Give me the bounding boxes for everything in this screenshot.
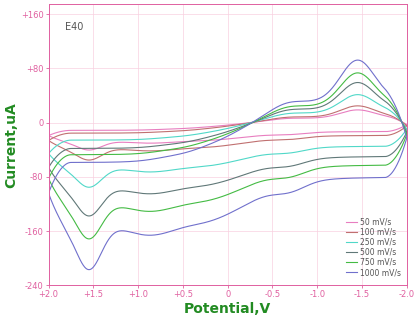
100 mV/s	[83, 131, 88, 135]
50 mV/s	[332, 113, 337, 117]
750 mV/s	[292, 104, 297, 108]
250 mV/s	[83, 138, 88, 142]
1000 mV/s	[404, 136, 409, 140]
250 mV/s	[355, 93, 360, 97]
750 mV/s	[332, 91, 337, 95]
Line: 500 mV/s: 500 mV/s	[49, 83, 407, 167]
500 mV/s	[292, 108, 297, 111]
1000 mV/s	[191, 148, 196, 152]
Line: 250 mV/s: 250 mV/s	[49, 95, 407, 154]
500 mV/s	[191, 139, 196, 142]
500 mV/s	[326, 101, 331, 105]
Text: E40: E40	[65, 22, 83, 32]
Line: 100 mV/s: 100 mV/s	[49, 106, 407, 140]
500 mV/s	[46, 165, 51, 169]
250 mV/s	[332, 104, 337, 108]
Line: 1000 mV/s: 1000 mV/s	[49, 60, 407, 193]
1000 mV/s	[292, 100, 297, 104]
Line: 50 mV/s: 50 mV/s	[49, 110, 407, 136]
750 mV/s	[326, 97, 331, 101]
100 mV/s	[332, 111, 337, 115]
Line: 750 mV/s: 750 mV/s	[49, 73, 407, 179]
1000 mV/s	[83, 160, 88, 164]
250 mV/s	[292, 111, 297, 115]
1000 mV/s	[46, 191, 51, 195]
Y-axis label: Current,uA: Current,uA	[4, 102, 18, 188]
750 mV/s	[204, 139, 209, 143]
750 mV/s	[83, 153, 88, 157]
250 mV/s	[46, 152, 51, 156]
1000 mV/s	[326, 91, 331, 94]
X-axis label: Potential,V: Potential,V	[184, 302, 271, 316]
500 mV/s	[83, 147, 88, 150]
500 mV/s	[404, 130, 409, 134]
100 mV/s	[204, 127, 209, 131]
1000 mV/s	[355, 58, 360, 62]
250 mV/s	[204, 131, 209, 134]
50 mV/s	[355, 108, 360, 112]
500 mV/s	[355, 81, 360, 84]
500 mV/s	[204, 136, 209, 140]
Legend: 50 mV/s, 100 mV/s, 250 mV/s, 500 mV/s, 750 mV/s, 1000 mV/s: 50 mV/s, 100 mV/s, 250 mV/s, 500 mV/s, 7…	[344, 216, 403, 279]
100 mV/s	[191, 128, 196, 132]
1000 mV/s	[332, 84, 337, 87]
50 mV/s	[292, 116, 297, 120]
750 mV/s	[191, 143, 196, 147]
50 mV/s	[46, 134, 51, 138]
100 mV/s	[355, 104, 360, 108]
750 mV/s	[404, 132, 409, 136]
750 mV/s	[355, 71, 360, 75]
50 mV/s	[404, 123, 409, 126]
50 mV/s	[204, 125, 209, 129]
250 mV/s	[404, 127, 409, 131]
100 mV/s	[46, 139, 51, 142]
1000 mV/s	[204, 144, 209, 148]
50 mV/s	[326, 115, 331, 118]
50 mV/s	[83, 128, 88, 132]
100 mV/s	[404, 124, 409, 128]
250 mV/s	[191, 133, 196, 137]
500 mV/s	[332, 97, 337, 101]
100 mV/s	[292, 115, 297, 119]
250 mV/s	[326, 107, 331, 111]
750 mV/s	[46, 177, 51, 180]
100 mV/s	[326, 113, 331, 116]
50 mV/s	[191, 126, 196, 130]
